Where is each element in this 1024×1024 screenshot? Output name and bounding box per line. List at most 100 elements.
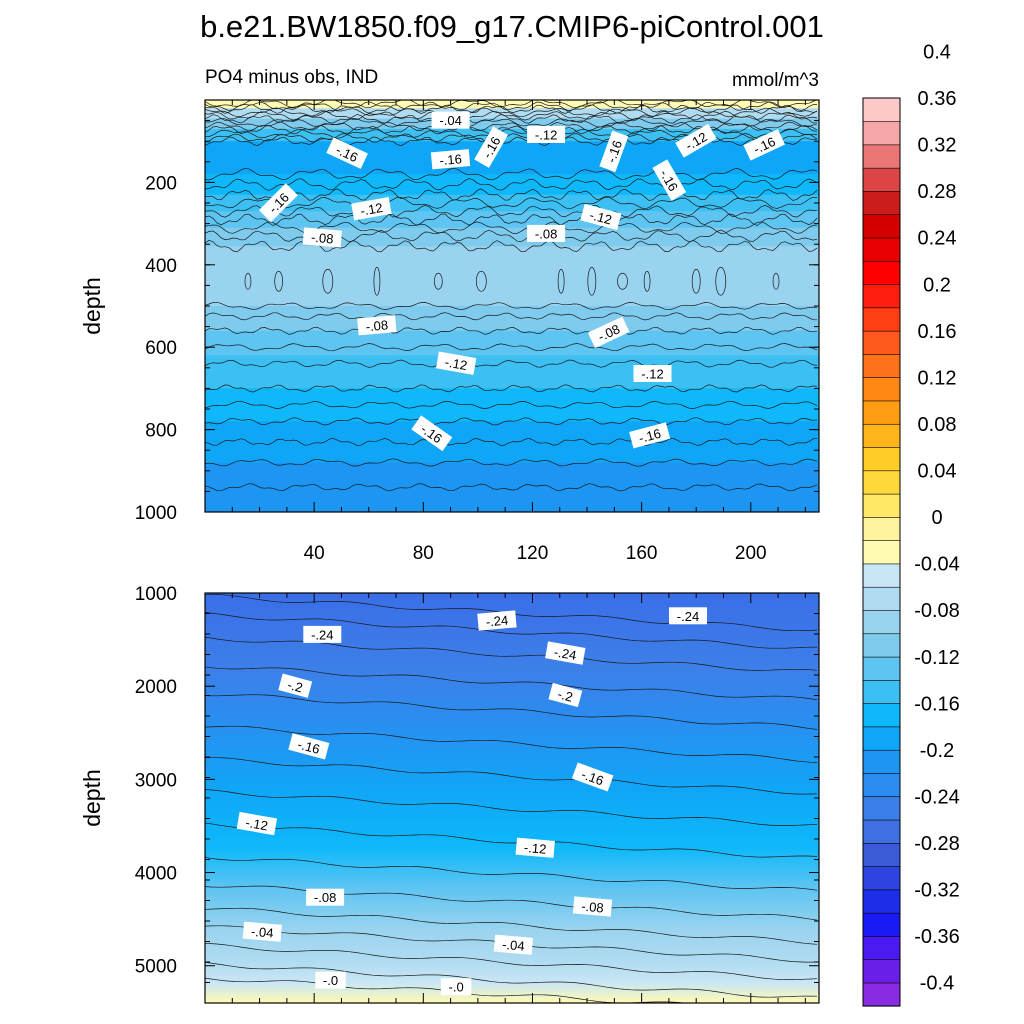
colorbar-swatch [862, 703, 901, 728]
contour-label-text: -.24 [677, 609, 699, 624]
x-tick-label: 120 [517, 543, 549, 564]
lower-contour-line [205, 822, 818, 858]
upper-contour-line [205, 178, 818, 191]
contour-label-text: -.16 [579, 767, 605, 789]
colorbar-swatch [862, 214, 901, 239]
contour-label-bg [357, 315, 397, 336]
colorbar-swatch [862, 400, 901, 425]
contour-label-text: -.24 [553, 644, 578, 663]
colorbar-swatch [862, 819, 901, 844]
colorbar-swatch [862, 749, 901, 774]
contour-label: -.16 [288, 733, 330, 760]
x-tick-label: 200 [735, 543, 767, 564]
colorbar-tick-label: -0.16 [914, 693, 960, 715]
upper-contour-line [205, 437, 818, 446]
upper-closed-contour [772, 272, 780, 290]
colorbar-tick-label: -0.08 [914, 600, 960, 622]
y-tick-label: 5000 [135, 957, 177, 978]
contour-label: -.24 [303, 625, 342, 643]
colorbar-tick-label: 0.24 [918, 228, 957, 250]
contour-label-bg [545, 641, 586, 665]
colorbar-tick-label: 0 [931, 507, 942, 529]
colorbar-swatch [862, 283, 901, 309]
upper-contour-line [205, 400, 818, 409]
contour-label-bg [315, 971, 346, 989]
contour-label: -.16 [430, 149, 471, 170]
contour-label: -.12 [633, 365, 672, 382]
lower-axis-ticks: 1000 2000 3000 4000 5000 [135, 584, 819, 1004]
contour-label: -.08 [572, 896, 613, 917]
contour-label-text: -.12 [588, 207, 614, 227]
contour-label-text: -.0 [449, 980, 464, 995]
colorbar-swatch [862, 97, 901, 122]
upper-contour-line [205, 458, 818, 467]
y-tick-label: 4000 [135, 864, 177, 885]
colorbar-swatch [862, 912, 901, 937]
upper-contour-line [205, 417, 818, 426]
colorbar-swatch [862, 446, 901, 472]
colorbar-swatch [862, 516, 901, 541]
colorbar-tick-label: 0.04 [918, 461, 957, 483]
lower-filled-field [205, 593, 819, 1003]
colorbar-tick-label: -0.24 [914, 786, 960, 808]
contour-label-text: -.2 [556, 686, 575, 704]
colorbar-tick-label: -0.28 [914, 833, 960, 855]
colorbar-swatch [862, 842, 901, 867]
contour-label-text: -.12 [444, 354, 469, 373]
contour-label-text: -.08 [535, 226, 557, 241]
contour-label-text: -.2 [286, 677, 305, 695]
y-tick-label: 600 [145, 338, 177, 359]
contour-label-bg [440, 978, 472, 996]
contour-label-bg [527, 224, 566, 242]
contour-label-text: -.16 [439, 151, 463, 168]
upper-contour-line [205, 359, 818, 368]
lower-contour-line [205, 942, 818, 980]
upper-closed-contour [691, 268, 701, 294]
upper-contour-labels: -.04-.16 -.16 -.16 -.12-.16-.16-.12 -.16-.16… [258, 111, 786, 452]
contour-label-bg [675, 123, 717, 158]
contour-label: -.0 [315, 971, 346, 989]
contour-label-text: -.12 [244, 815, 269, 834]
x-tick-label: 80 [413, 543, 434, 564]
upper-contour-line [205, 104, 818, 114]
y-tick-label: 1000 [135, 584, 177, 605]
contour-label-bg [477, 610, 517, 631]
colorbar-swatch [862, 167, 901, 192]
y-tick-label: 800 [145, 421, 177, 442]
colorbar-swatch [862, 237, 901, 262]
colorbar-swatch [862, 563, 901, 588]
upper-contour-line [205, 117, 818, 128]
lower-contour-line [205, 789, 818, 826]
upper-closed-contour [587, 266, 597, 296]
contour-label-bg [236, 811, 278, 836]
colorbar-swatch [862, 959, 901, 984]
colorbar-swatch [862, 982, 901, 1007]
contour-label-bg [431, 111, 470, 129]
colorbar-swatch [862, 353, 901, 378]
contour-label: -.12 [236, 811, 278, 836]
contour-label: -.24 [669, 607, 707, 625]
upper-band-9 [205, 246, 819, 307]
upper-contour-line [205, 101, 817, 112]
y-tick-label: 400 [145, 256, 177, 277]
contour-label: -.04 [242, 921, 283, 942]
contour-label: -.16 [629, 422, 671, 449]
upper-filled-contours [205, 100, 819, 512]
upper-panel: 40 80 120 160 200 200 400 600 800 1000 -.04 -.16 -.… [79, 99, 820, 564]
colorbar-tick-label: 0.08 [918, 414, 957, 436]
upper-contour-line [205, 213, 818, 226]
upper-contour-line [205, 107, 818, 118]
upper-contour-line [205, 204, 818, 218]
contour-label-text: -.24 [311, 627, 333, 642]
contour-label-bg [629, 422, 671, 449]
lower-contour-labels: -.24 -.24 -.24 -.24 -.2 -.2 -.16 -.16 -.12 -.12 -.… [236, 607, 707, 996]
panel-subtitle-left: PO4 minus obs, IND [205, 67, 378, 88]
upper-contour-line [205, 133, 818, 143]
contour-label: -.12 [515, 837, 555, 858]
upper-closed-contour [715, 266, 727, 296]
upper-contour-lines [205, 100, 818, 492]
upper-contour-line [205, 129, 818, 139]
chart-title: b.e21.BW1850.f09_g17.CMIP6-piControl.001 [200, 9, 824, 44]
colorbar-tick-label: 0.2 [923, 274, 951, 296]
